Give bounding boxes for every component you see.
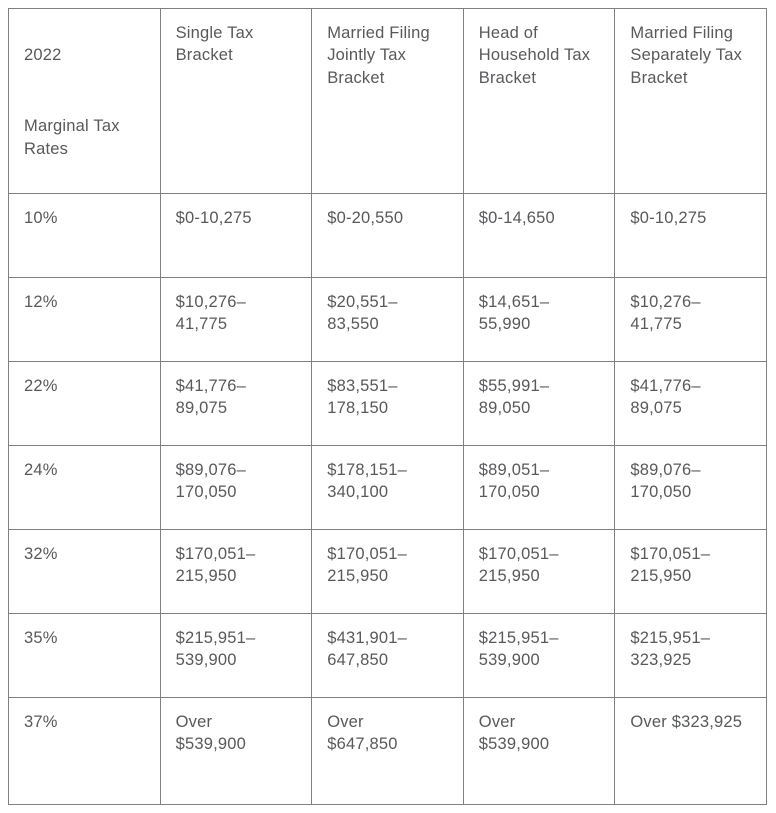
bracket-cell: $0-10,275 [159, 192, 313, 278]
table-row: 35% $215,951– 539,900 $431,901– 647,850 … [8, 612, 767, 698]
header-row: 2022 Marginal Tax Rates Single Tax Brack… [8, 8, 767, 194]
bracket-cell: $10,276– 41,775 [614, 276, 767, 362]
rate-cell: 10% [8, 192, 161, 278]
bracket-cell: Over $647,850 [311, 696, 464, 805]
rate-cell: 22% [8, 360, 161, 446]
bracket-cell: $215,951– 323,925 [614, 612, 767, 698]
bracket-cell: $170,051– 215,950 [614, 528, 767, 614]
column-header-single: Single Tax Bracket [159, 8, 313, 194]
bracket-cell: $89,051– 170,050 [462, 444, 616, 530]
bracket-cell: $0-10,275 [614, 192, 767, 278]
bracket-cell: $41,776– 89,075 [614, 360, 767, 446]
bracket-cell: $55,991– 89,050 [462, 360, 616, 446]
table-row: 37% Over $539,900 Over $647,850 Over $53… [8, 696, 767, 805]
bracket-cell: $170,051– 215,950 [311, 528, 464, 614]
bracket-cell: $0-14,650 [462, 192, 616, 278]
rate-cell: 24% [8, 444, 161, 530]
bracket-cell: $89,076– 170,050 [159, 444, 313, 530]
rate-cell: 32% [8, 528, 161, 614]
corner-header-cell: 2022 Marginal Tax Rates [8, 8, 161, 194]
rate-cell: 12% [8, 276, 161, 362]
bracket-cell: $10,276– 41,775 [159, 276, 313, 362]
bracket-cell: $20,551– 83,550 [311, 276, 464, 362]
year-label: 2022 [24, 46, 62, 65]
bracket-cell: Over $539,900 [159, 696, 313, 805]
rate-cell: 35% [8, 612, 161, 698]
column-header-head-of-household: Head of Household Tax Bracket [462, 8, 616, 194]
bracket-cell: $170,051– 215,950 [159, 528, 313, 614]
bracket-cell: $178,151– 340,100 [311, 444, 464, 530]
bracket-cell: Over $539,900 [462, 696, 616, 805]
column-header-married-separately: Married Filing Separately Tax Bracket [614, 8, 767, 194]
bracket-cell: $215,951– 539,900 [462, 612, 616, 698]
table-row: 24% $89,076– 170,050 $178,151– 340,100 $… [8, 444, 767, 530]
bracket-cell: $170,051– 215,950 [462, 528, 616, 614]
column-header-married-jointly: Married Filing Jointly Tax Bracket [311, 8, 464, 194]
table-row: 22% $41,776– 89,075 $83,551– 178,150 $55… [8, 360, 767, 446]
table-row: 10% $0-10,275 $0-20,550 $0-14,650 $0-10,… [8, 192, 767, 278]
bracket-cell: $215,951– 539,900 [159, 612, 313, 698]
table-row: 32% $170,051– 215,950 $170,051– 215,950 … [8, 528, 767, 614]
rate-cell: 37% [8, 696, 161, 805]
bracket-cell: $89,076– 170,050 [614, 444, 767, 530]
bracket-cell: $431,901– 647,850 [311, 612, 464, 698]
bracket-cell: $83,551– 178,150 [311, 360, 464, 446]
table-row: 12% $10,276– 41,775 $20,551– 83,550 $14,… [8, 276, 767, 362]
marginal-rates-label: Marginal Tax Rates [24, 117, 120, 158]
bracket-cell: Over $323,925 [614, 696, 767, 805]
tax-bracket-table: 2022 Marginal Tax Rates Single Tax Brack… [8, 8, 767, 805]
bracket-cell: $0-20,550 [311, 192, 464, 278]
bracket-cell: $14,651– 55,990 [462, 276, 616, 362]
bracket-cell: $41,776– 89,075 [159, 360, 313, 446]
